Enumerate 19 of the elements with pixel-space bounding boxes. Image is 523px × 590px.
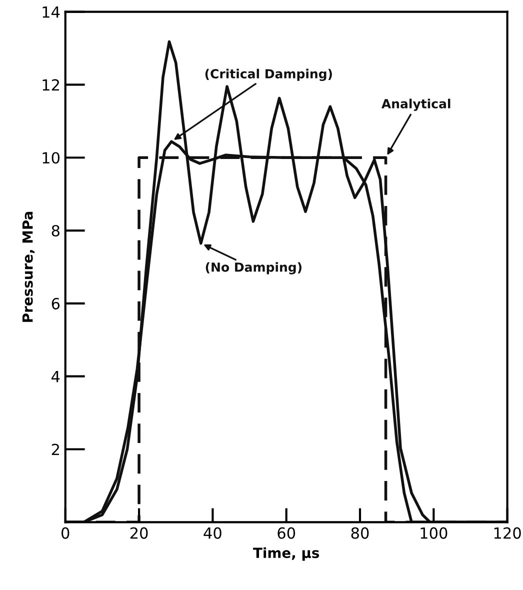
x-tick-label: 40	[204, 527, 222, 539]
x-tick-label: 80	[351, 527, 369, 539]
x-tick-label: 0	[62, 527, 70, 539]
text: (Critical Damping)	[205, 68, 332, 82]
x-axis-title: Time, μs	[253, 547, 320, 561]
x-tick-label: 120	[494, 527, 521, 539]
y-tick-label: 4	[52, 371, 60, 382]
y-tick-label: 6	[52, 298, 60, 310]
text: Analytical	[381, 98, 450, 111]
legend-label: (No Damping)	[206, 262, 302, 274]
y-tick-label: 12	[42, 79, 59, 91]
y-tick-label: 8	[52, 224, 60, 237]
y-tick-label: 14	[42, 6, 60, 18]
x-tick-label: 60	[278, 527, 296, 539]
y-tick-label: 2	[52, 444, 59, 456]
y-tick-label: 10	[42, 152, 60, 164]
y-axis-title: Pressure, MPa	[22, 212, 35, 322]
x-tick-label: 20	[130, 527, 148, 539]
x-tick-label: 100	[420, 527, 448, 539]
